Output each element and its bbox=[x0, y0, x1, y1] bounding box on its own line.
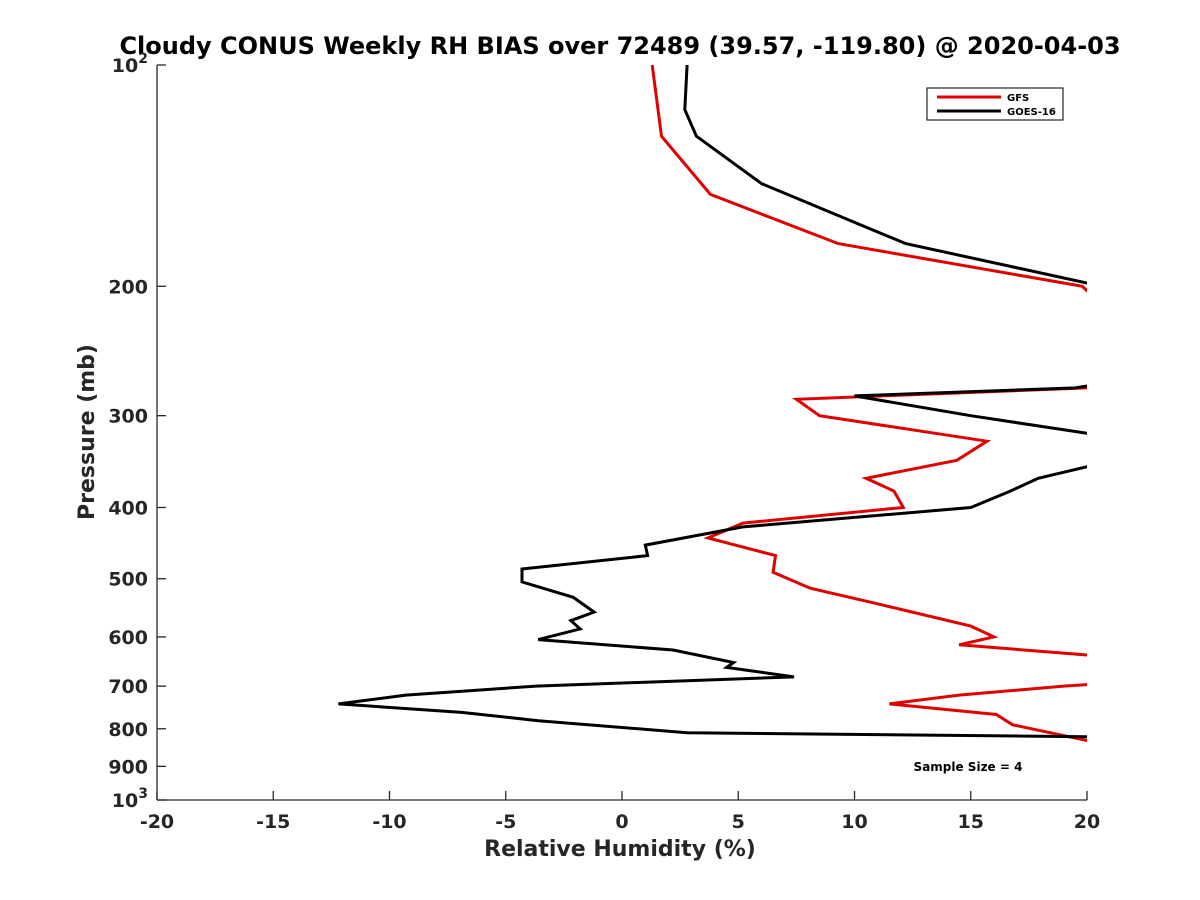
x-tick-label: -10 bbox=[372, 811, 406, 833]
y-tick-label: 200 bbox=[108, 276, 148, 298]
x-tick-label: -20 bbox=[140, 811, 174, 833]
x-tick-label: -15 bbox=[256, 811, 290, 833]
series-line-goes-16 bbox=[338, 65, 1087, 739]
y-tick-label: 400 bbox=[108, 498, 148, 520]
x-tick-label: 10 bbox=[841, 811, 867, 833]
y-tick-label: 600 bbox=[108, 627, 148, 649]
series-line-gfs bbox=[650, 65, 1087, 743]
legend-box bbox=[926, 87, 1064, 121]
x-tick-label: 20 bbox=[1074, 811, 1100, 833]
legend: GFS GOES-16 bbox=[926, 87, 1064, 121]
y-tick-label: 102 bbox=[112, 51, 148, 77]
sample-size-annotation: Sample Size = 4 bbox=[914, 760, 1023, 774]
series-group bbox=[338, 65, 1087, 743]
chart-title: Cloudy CONUS Weekly RH BIAS over 72489 (… bbox=[119, 32, 1120, 60]
x-tick-group: -20 -15 -10 -5 0 5 10 15 20 bbox=[140, 791, 1100, 833]
y-tick-group: 102 200 300 400 500 600 700 800 900 103 bbox=[108, 51, 166, 812]
y-tick-label: 500 bbox=[108, 569, 148, 591]
x-tick-label: 5 bbox=[732, 811, 745, 833]
y-axis-label: Pressure (mb) bbox=[75, 344, 100, 520]
legend-label: GFS bbox=[1007, 93, 1029, 104]
x-tick-label: 15 bbox=[958, 811, 984, 833]
legend-label: GOES-16 bbox=[1007, 107, 1056, 118]
y-tick-label: 700 bbox=[108, 676, 148, 698]
x-tick-label: -5 bbox=[495, 811, 516, 833]
y-tick-label: 900 bbox=[108, 756, 148, 778]
x-axis-label: Relative Humidity (%) bbox=[484, 837, 756, 862]
x-tick-label: 0 bbox=[615, 811, 628, 833]
y-tick-label: 300 bbox=[108, 406, 148, 428]
y-tick-label: 103 bbox=[112, 786, 148, 812]
y-tick-label: 800 bbox=[108, 719, 148, 741]
